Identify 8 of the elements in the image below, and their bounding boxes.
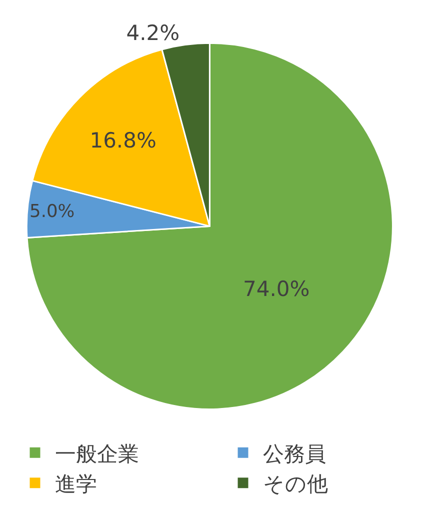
data-label: 4.2% <box>126 20 180 45</box>
data-label: 74.0% <box>243 276 310 301</box>
data-label: 16.8% <box>90 128 156 153</box>
legend-label: 公務員 <box>263 442 326 466</box>
legend-label: その他 <box>263 472 328 496</box>
legend-label: 一般企業 <box>55 442 139 466</box>
legend-label: 進学 <box>55 472 97 496</box>
data-label: 5.0% <box>30 202 75 222</box>
